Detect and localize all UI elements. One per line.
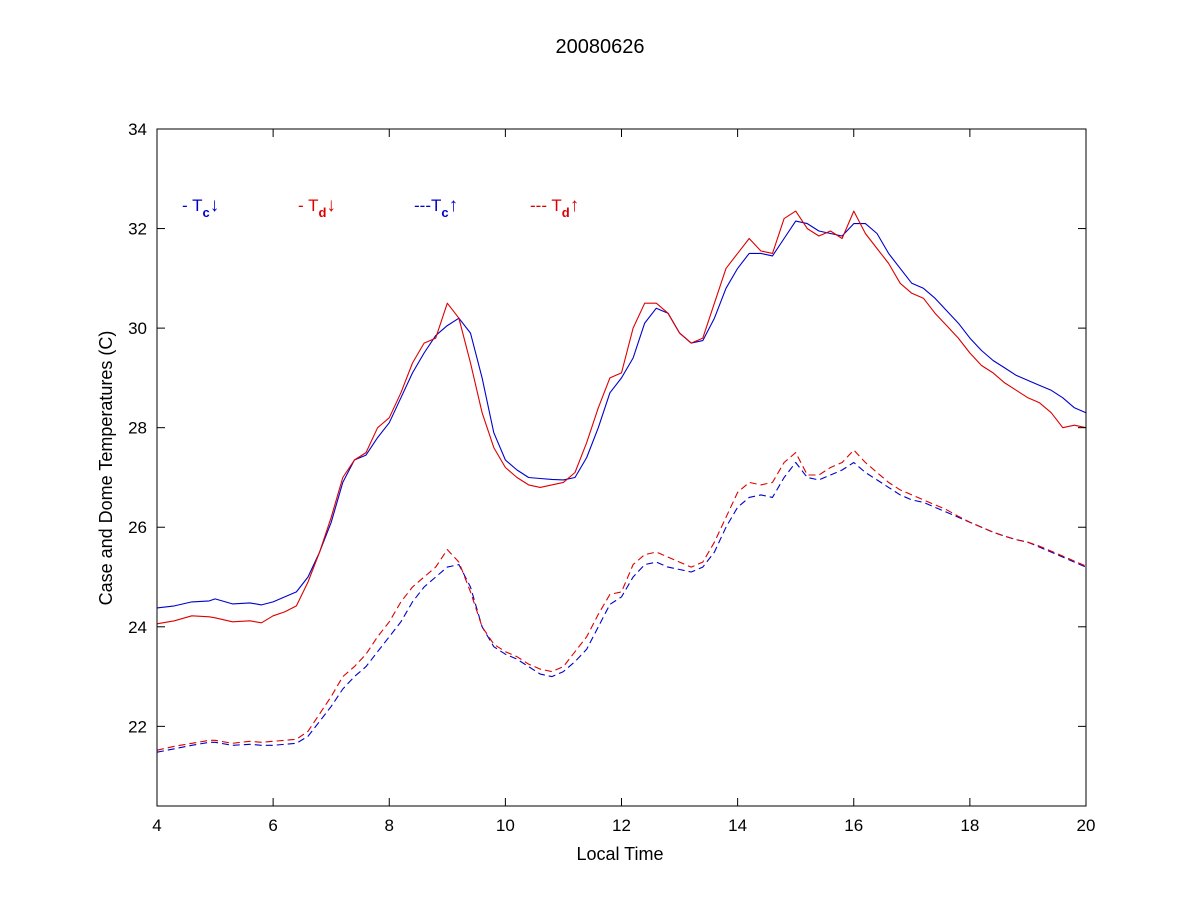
x-tick-label: 12 <box>612 816 631 835</box>
series-line-3 <box>156 461 1087 753</box>
y-tick-label: 32 <box>128 220 147 239</box>
y-tick-label: 34 <box>128 120 147 139</box>
legend-entry-arrow: ↓ <box>326 195 336 216</box>
y-tick-label: 24 <box>128 618 147 637</box>
legend: - Tc↓ - Td↓ ---Tc↑ --- Td↑ <box>182 195 579 220</box>
legend-entry-3: ---Tc↑ <box>414 195 458 220</box>
y-tick-label: 30 <box>128 319 147 338</box>
y-axis-label: Case and Dome Temperatures (C) <box>96 331 116 606</box>
x-tick-label: 8 <box>385 816 394 835</box>
chart-title: 20080626 <box>556 36 645 58</box>
x-axis-label: Local Time <box>576 844 663 864</box>
legend-entry-arrow: ↑ <box>449 195 459 216</box>
legend-entry-prefix: --- T <box>530 196 562 215</box>
legend-entry-arrow: ↓ <box>210 195 220 216</box>
legend-entry-4: --- Td↑ <box>530 195 579 220</box>
x-tick-label: 18 <box>960 816 979 835</box>
legend-entry-subscript: c <box>202 205 209 220</box>
legend-entry-subscript: d <box>562 205 570 220</box>
legend-entry-prefix: ---T <box>414 196 441 215</box>
x-tick-label: 10 <box>496 816 515 835</box>
legend-entry-prefix: - T <box>298 196 318 215</box>
x-tick-label: 6 <box>268 816 277 835</box>
y-tick-label: 28 <box>128 419 147 438</box>
legend-entry-subscript: c <box>441 205 448 220</box>
series-line-2 <box>156 210 1087 625</box>
axes-layer: 4 6 8 10 12 14 16 18 20 22 24 26 28 30 32 34 <box>128 120 1095 835</box>
series-layer <box>156 210 1087 753</box>
legend-entry-prefix: - T <box>182 196 202 215</box>
y-tick-label: 22 <box>128 717 147 736</box>
legend-entry-arrow: ↑ <box>570 195 580 216</box>
x-tick-label: 20 <box>1077 816 1096 835</box>
y-tick-label: 26 <box>128 518 147 537</box>
x-tick-label: 14 <box>728 816 747 835</box>
legend-entry-subscript: d <box>318 205 326 220</box>
series-line-1 <box>156 220 1087 609</box>
x-tick-label: 4 <box>152 816 161 835</box>
legend-entry-1: - Tc↓ <box>182 195 219 220</box>
legend-entry-2: - Td↓ <box>298 195 336 220</box>
series-line-4 <box>156 449 1087 751</box>
x-tick-label: 16 <box>844 816 863 835</box>
